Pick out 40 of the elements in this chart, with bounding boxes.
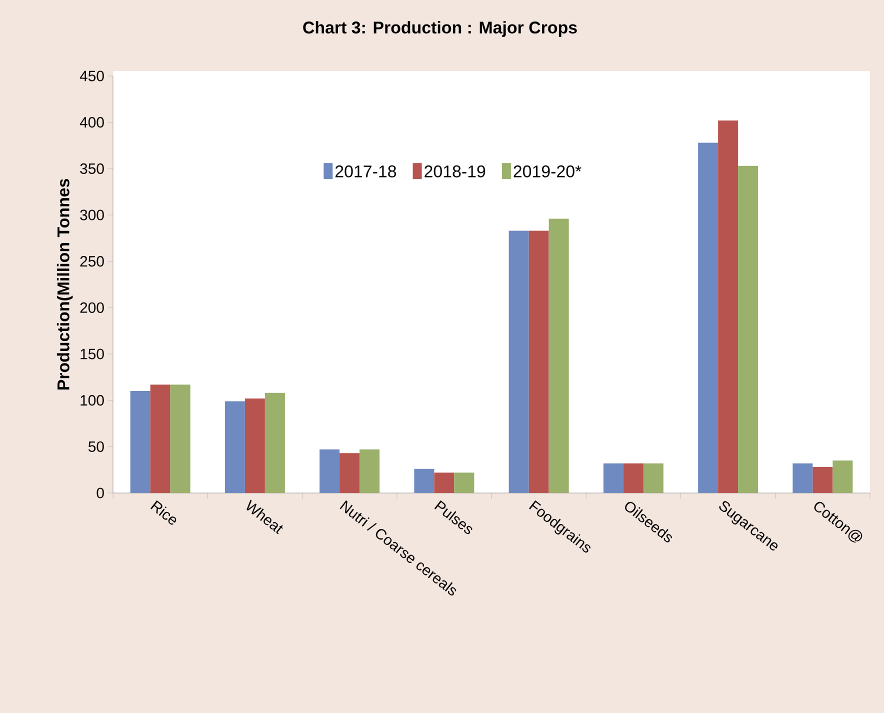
- y-tick-label: 150: [80, 348, 104, 360]
- bar: [150, 384, 170, 493]
- y-tick-label: 400: [80, 117, 104, 128]
- y-tick-label: 200: [80, 302, 104, 313]
- bar: [738, 166, 758, 493]
- bar: [320, 449, 340, 493]
- bar: [340, 453, 360, 493]
- bar: [170, 384, 190, 493]
- legend-label: 2018-19: [424, 165, 486, 178]
- y-tick-label: 350: [80, 163, 104, 174]
- y-tick-label: 100: [80, 395, 104, 406]
- bar: [508, 230, 529, 493]
- bar: [414, 468, 434, 493]
- bar: [643, 463, 664, 493]
- bar: [130, 391, 150, 493]
- bar: [603, 463, 624, 493]
- bar: [264, 392, 285, 493]
- bar: [224, 401, 245, 493]
- x-tick-label: Rice: [150, 500, 176, 525]
- bar: [832, 460, 853, 493]
- y-tick-label: 0: [96, 488, 104, 498]
- bar: [454, 472, 474, 493]
- legend-label: 2019-20*: [514, 165, 582, 178]
- bar: [792, 463, 813, 493]
- bar: [812, 467, 833, 493]
- bar: [434, 472, 454, 493]
- y-tick-label: 300: [80, 210, 104, 220]
- y-tick-label: 50: [88, 441, 104, 452]
- chart-title: Chart 3: Production : Major Crops: [303, 21, 577, 37]
- bar: [548, 218, 569, 493]
- bar: [528, 230, 549, 493]
- legend-label: 2017-18: [335, 165, 396, 178]
- bar: [244, 398, 265, 493]
- bar: [623, 463, 644, 493]
- y-tick-label: 450: [80, 70, 104, 82]
- y-tick-label: 250: [80, 256, 104, 267]
- bar: [698, 142, 718, 493]
- bar: [718, 120, 738, 493]
- y-axis-title: Production(Million Tonnes: [56, 178, 73, 390]
- bar: [360, 449, 380, 493]
